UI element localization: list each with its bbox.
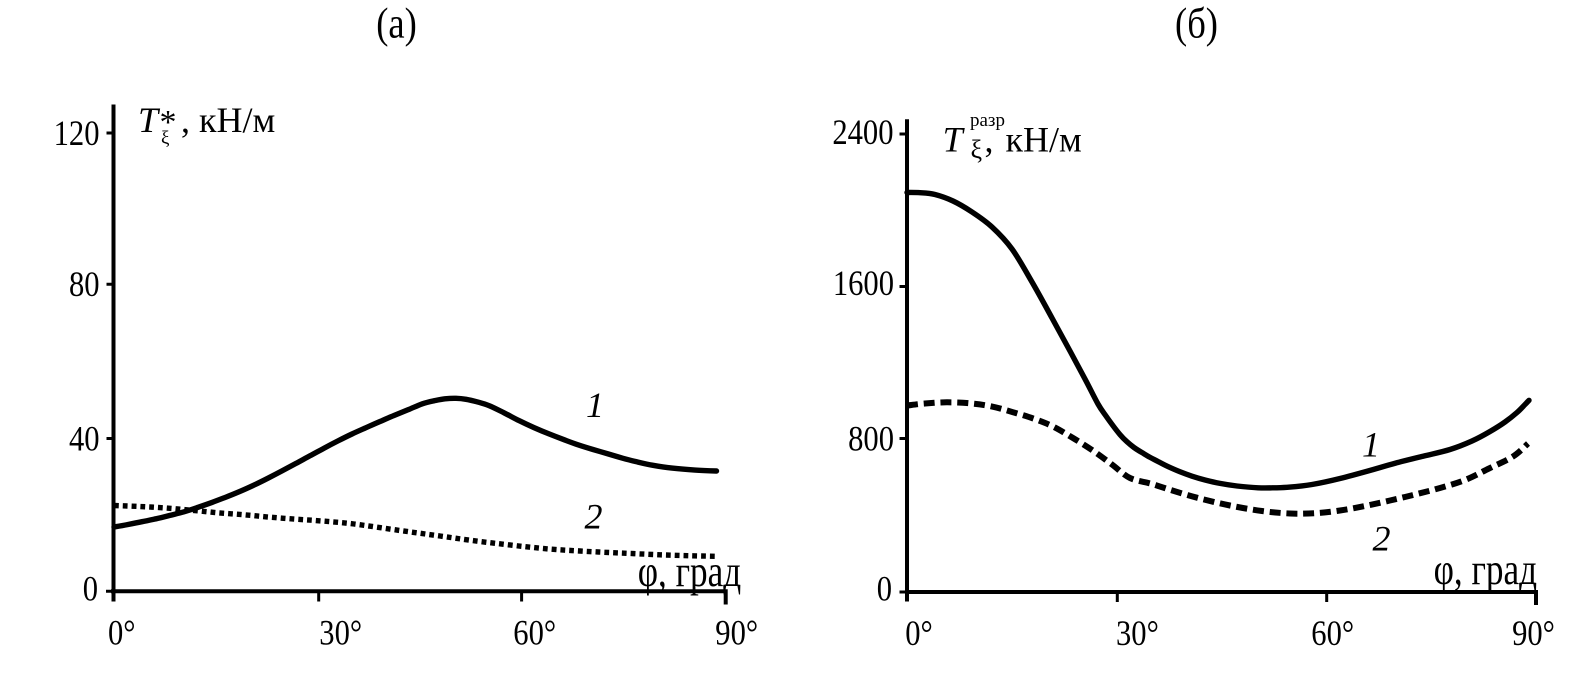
svg-text:,: , (985, 119, 994, 159)
svg-text:90°: 90° (1512, 614, 1555, 654)
svg-text:30°: 30° (1116, 614, 1159, 654)
svg-text:0°: 0° (108, 613, 136, 653)
svg-text:φ, град: φ, град (1434, 544, 1537, 594)
svg-text:40: 40 (69, 419, 100, 459)
svg-text:80: 80 (69, 265, 100, 305)
svg-text:800: 800 (848, 419, 894, 459)
svg-text:0: 0 (877, 569, 892, 609)
svg-text:ξ: ξ (971, 135, 983, 164)
svg-text:1: 1 (1362, 425, 1380, 465)
svg-text:1600: 1600 (833, 264, 894, 304)
svg-text:разр: разр (970, 110, 1005, 131)
svg-text:φ, град: φ, град (638, 546, 741, 596)
svg-text:60°: 60° (513, 613, 556, 653)
svg-text:T: T (138, 100, 161, 140)
svg-text:T: T (943, 119, 966, 159)
svg-text:(а): (а) (376, 0, 417, 47)
svg-text:2400: 2400 (832, 113, 893, 153)
svg-text:0: 0 (83, 569, 98, 609)
svg-text:60°: 60° (1311, 614, 1354, 654)
svg-text:кН/м: кН/м (1006, 119, 1082, 159)
svg-text:ξ: ξ (161, 128, 170, 149)
svg-text:90°: 90° (715, 613, 758, 653)
svg-text:2: 2 (585, 497, 603, 537)
svg-text:2: 2 (1373, 519, 1391, 559)
svg-text:0°: 0° (905, 614, 933, 654)
svg-text:1: 1 (586, 385, 604, 425)
svg-text:*: * (160, 104, 177, 141)
svg-text:120: 120 (54, 114, 100, 154)
svg-text:(б): (б) (1175, 0, 1218, 47)
svg-text:30°: 30° (319, 613, 362, 653)
svg-text:, кН/м: , кН/м (181, 100, 275, 140)
